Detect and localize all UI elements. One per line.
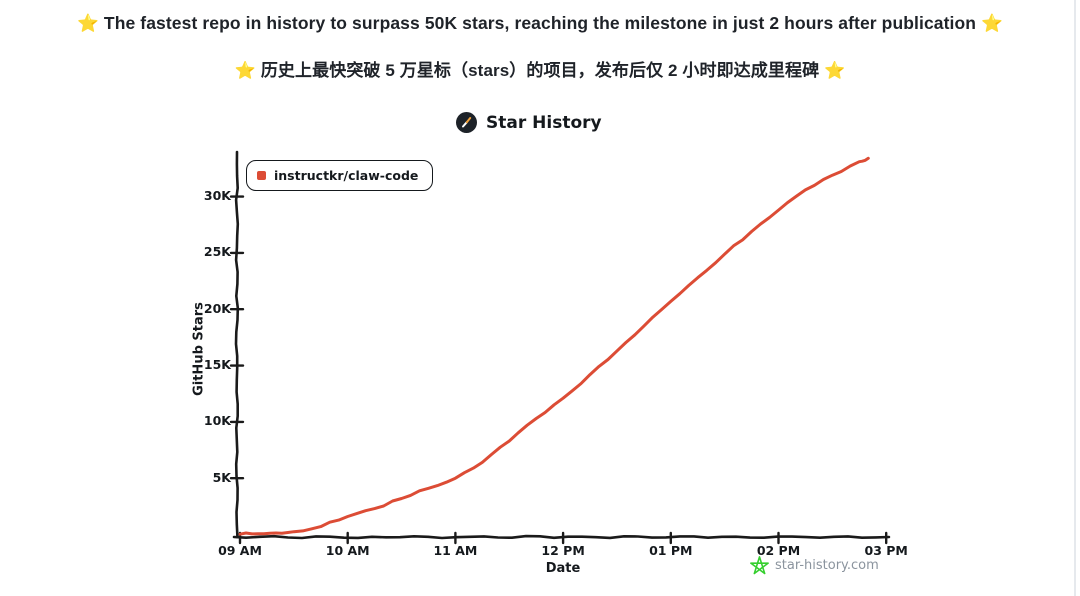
x-tick-label: 12 PM bbox=[541, 543, 585, 558]
chart-title: Star History bbox=[456, 112, 602, 133]
x-tick-label: 09 AM bbox=[218, 543, 262, 558]
y-tick-label: 25K bbox=[203, 244, 231, 260]
legend-series-label: instructkr/claw-code bbox=[274, 168, 419, 183]
x-tick-label: 11 AM bbox=[433, 543, 478, 558]
star-history-logo-icon bbox=[456, 112, 477, 133]
chart-title-text: Star History bbox=[486, 112, 602, 133]
x-tick-label: 01 PM bbox=[649, 543, 693, 558]
page-right-border bbox=[1074, 0, 1076, 596]
x-tick-label: 03 PM bbox=[864, 543, 908, 558]
x-axis-title: Date bbox=[545, 561, 581, 576]
y-tick-label: 30K bbox=[203, 188, 231, 204]
y-tick-label: 20K bbox=[203, 300, 231, 316]
headline-chinese: ⭐ 历史上最快突破 5 万星标（stars）的项目，发布后仅 2 小时即达成里程… bbox=[234, 61, 846, 80]
green-star-icon bbox=[750, 556, 769, 575]
y-tick-label: 10K bbox=[203, 413, 231, 429]
logo-slash-icon bbox=[462, 117, 472, 128]
x-tick-label: 10 AM bbox=[325, 543, 370, 558]
watermark: star-history.com bbox=[750, 556, 879, 575]
plot-path bbox=[234, 150, 240, 539]
headline-english: ⭐ The fastest repo in history to surpass… bbox=[77, 13, 1003, 33]
plot-path bbox=[238, 156, 870, 536]
plot-path bbox=[232, 534, 891, 540]
legend: instructkr/claw-code bbox=[246, 160, 434, 191]
y-tick-label: 15K bbox=[203, 357, 231, 373]
legend-series-marker bbox=[257, 171, 266, 180]
y-tick-label: 5K bbox=[212, 469, 231, 485]
x-tick-label: 02 PM bbox=[756, 543, 801, 558]
watermark-text: star-history.com bbox=[775, 558, 879, 573]
